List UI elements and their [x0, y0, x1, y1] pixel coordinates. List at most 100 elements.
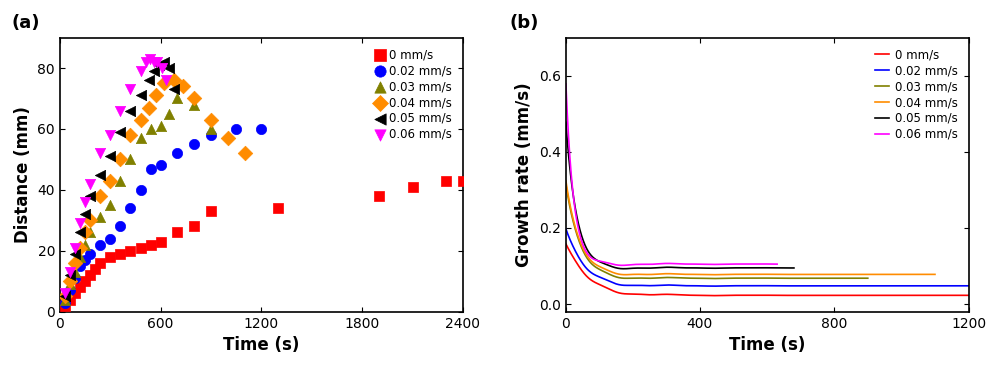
- 0.06 mm/s: [62, 269, 78, 275]
- 0 mm/s: [87, 266, 103, 272]
- 0.02 mm/s: [963, 284, 975, 288]
- Y-axis label: Growth rate (mm/s): Growth rate (mm/s): [515, 82, 533, 267]
- 0.04 mm/s: [133, 117, 149, 123]
- 0.06 mm/s: [142, 56, 158, 62]
- 0.04 mm/s: [560, 178, 572, 183]
- 0.04 mm/s: [602, 268, 614, 273]
- 0 mm/s: [62, 297, 78, 302]
- 0.04 mm/s: [102, 178, 118, 184]
- 0.04 mm/s: [57, 294, 73, 300]
- 0 mm/s: [133, 245, 149, 251]
- 0 mm/s: [102, 254, 118, 260]
- 0.04 mm/s: [237, 151, 253, 156]
- 0.04 mm/s: [122, 132, 138, 138]
- 0.03 mm/s: [62, 282, 78, 287]
- 0.04 mm/s: [220, 135, 236, 141]
- 0.02 mm/s: [153, 163, 169, 169]
- 0.03 mm/s: [57, 297, 73, 302]
- 0.06 mm/s: [744, 262, 756, 266]
- 0 mm/s: [77, 278, 93, 284]
- 0.06 mm/s: [650, 262, 662, 266]
- 0.02 mm/s: [133, 187, 149, 193]
- 0.02 mm/s: [112, 223, 128, 229]
- Legend: 0 mm/s, 0.02 mm/s, 0.03 mm/s, 0.04 mm/s, 0.05 mm/s, 0.06 mm/s: 0 mm/s, 0.02 mm/s, 0.03 mm/s, 0.04 mm/s,…: [870, 43, 963, 146]
- 0.04 mm/s: [82, 217, 98, 223]
- 0.06 mm/s: [72, 220, 88, 226]
- 0.06 mm/s: [82, 181, 98, 187]
- 0.03 mm/s: [133, 135, 149, 141]
- 0.05 mm/s: [67, 251, 83, 257]
- 0.03 mm/s: [856, 276, 868, 280]
- 0.03 mm/s: [823, 276, 835, 280]
- 0.02 mm/s: [62, 287, 78, 293]
- 0.02 mm/s: [714, 284, 726, 288]
- 0 mm/s: [153, 239, 169, 245]
- 0.02 mm/s: [92, 242, 108, 248]
- 0.05 mm/s: [586, 254, 598, 258]
- 0.03 mm/s: [676, 276, 688, 280]
- 0 mm/s: [203, 208, 219, 214]
- 0.06 mm/s: [597, 259, 609, 264]
- 0.06 mm/s: [57, 290, 73, 296]
- 0.04 mm/s: [186, 96, 202, 102]
- 0.02 mm/s: [169, 151, 185, 156]
- 0.02 mm/s: [732, 283, 744, 288]
- 0.03 mm/s: [102, 202, 118, 208]
- 0.03 mm/s: [169, 96, 185, 102]
- 0.02 mm/s: [72, 263, 88, 269]
- 0.02 mm/s: [253, 126, 269, 132]
- 0.04 mm/s: [718, 272, 730, 277]
- 0.04 mm/s: [929, 272, 941, 277]
- 0.05 mm/s: [156, 59, 172, 65]
- 0.06 mm/s: [146, 59, 162, 65]
- 0.06 mm/s: [92, 151, 108, 156]
- 0.03 mm/s: [612, 275, 624, 280]
- 0.03 mm/s: [594, 268, 606, 272]
- 0.05 mm/s: [146, 68, 162, 74]
- 0 mm/s: [371, 193, 387, 199]
- 0.04 mm/s: [175, 83, 191, 89]
- Y-axis label: Distance (mm): Distance (mm): [14, 106, 32, 243]
- 0.04 mm/s: [77, 230, 93, 236]
- 0.02 mm/s: [708, 284, 720, 288]
- 0 mm/s: [405, 184, 421, 190]
- Line: 0.04 mm/s: 0.04 mm/s: [566, 181, 935, 275]
- 0.05 mm/s: [122, 108, 138, 114]
- 0.06 mm/s: [77, 199, 93, 205]
- 0.02 mm/s: [911, 284, 923, 288]
- 0.04 mm/s: [708, 272, 720, 277]
- 0 mm/s: [455, 178, 471, 184]
- 0.02 mm/s: [82, 251, 98, 257]
- 0 mm/s: [67, 290, 83, 296]
- 0.05 mm/s: [161, 65, 177, 71]
- Line: 0.02 mm/s: 0.02 mm/s: [566, 229, 969, 286]
- 0.02 mm/s: [122, 205, 138, 211]
- 0 mm/s: [270, 205, 286, 211]
- 0.06 mm/s: [133, 68, 149, 74]
- 0.05 mm/s: [151, 62, 167, 68]
- 0.04 mm/s: [92, 193, 108, 199]
- 0.03 mm/s: [143, 126, 159, 132]
- 0 mm/s: [92, 260, 108, 266]
- 0.06 mm/s: [158, 77, 174, 83]
- 0.04 mm/s: [62, 278, 78, 284]
- 0.05 mm/s: [133, 92, 149, 98]
- 0.05 mm/s: [618, 266, 630, 271]
- 0.03 mm/s: [122, 156, 138, 162]
- 0.06 mm/s: [560, 82, 572, 86]
- 0.02 mm/s: [143, 166, 159, 171]
- 0.05 mm/s: [82, 193, 98, 199]
- 0 mm/s: [82, 272, 98, 278]
- 0.04 mm/s: [67, 260, 83, 266]
- 0.04 mm/s: [141, 105, 157, 110]
- 0.02 mm/s: [203, 132, 219, 138]
- 0.03 mm/s: [72, 254, 88, 260]
- 0.06 mm/s: [138, 59, 154, 65]
- 0.03 mm/s: [203, 126, 219, 132]
- 0.05 mm/s: [788, 266, 800, 270]
- 0.04 mm/s: [72, 245, 88, 251]
- 0 mm/s: [122, 248, 138, 254]
- 0 mm/s: [560, 242, 572, 246]
- 0.06 mm/s: [771, 262, 783, 266]
- 0.04 mm/s: [624, 272, 636, 277]
